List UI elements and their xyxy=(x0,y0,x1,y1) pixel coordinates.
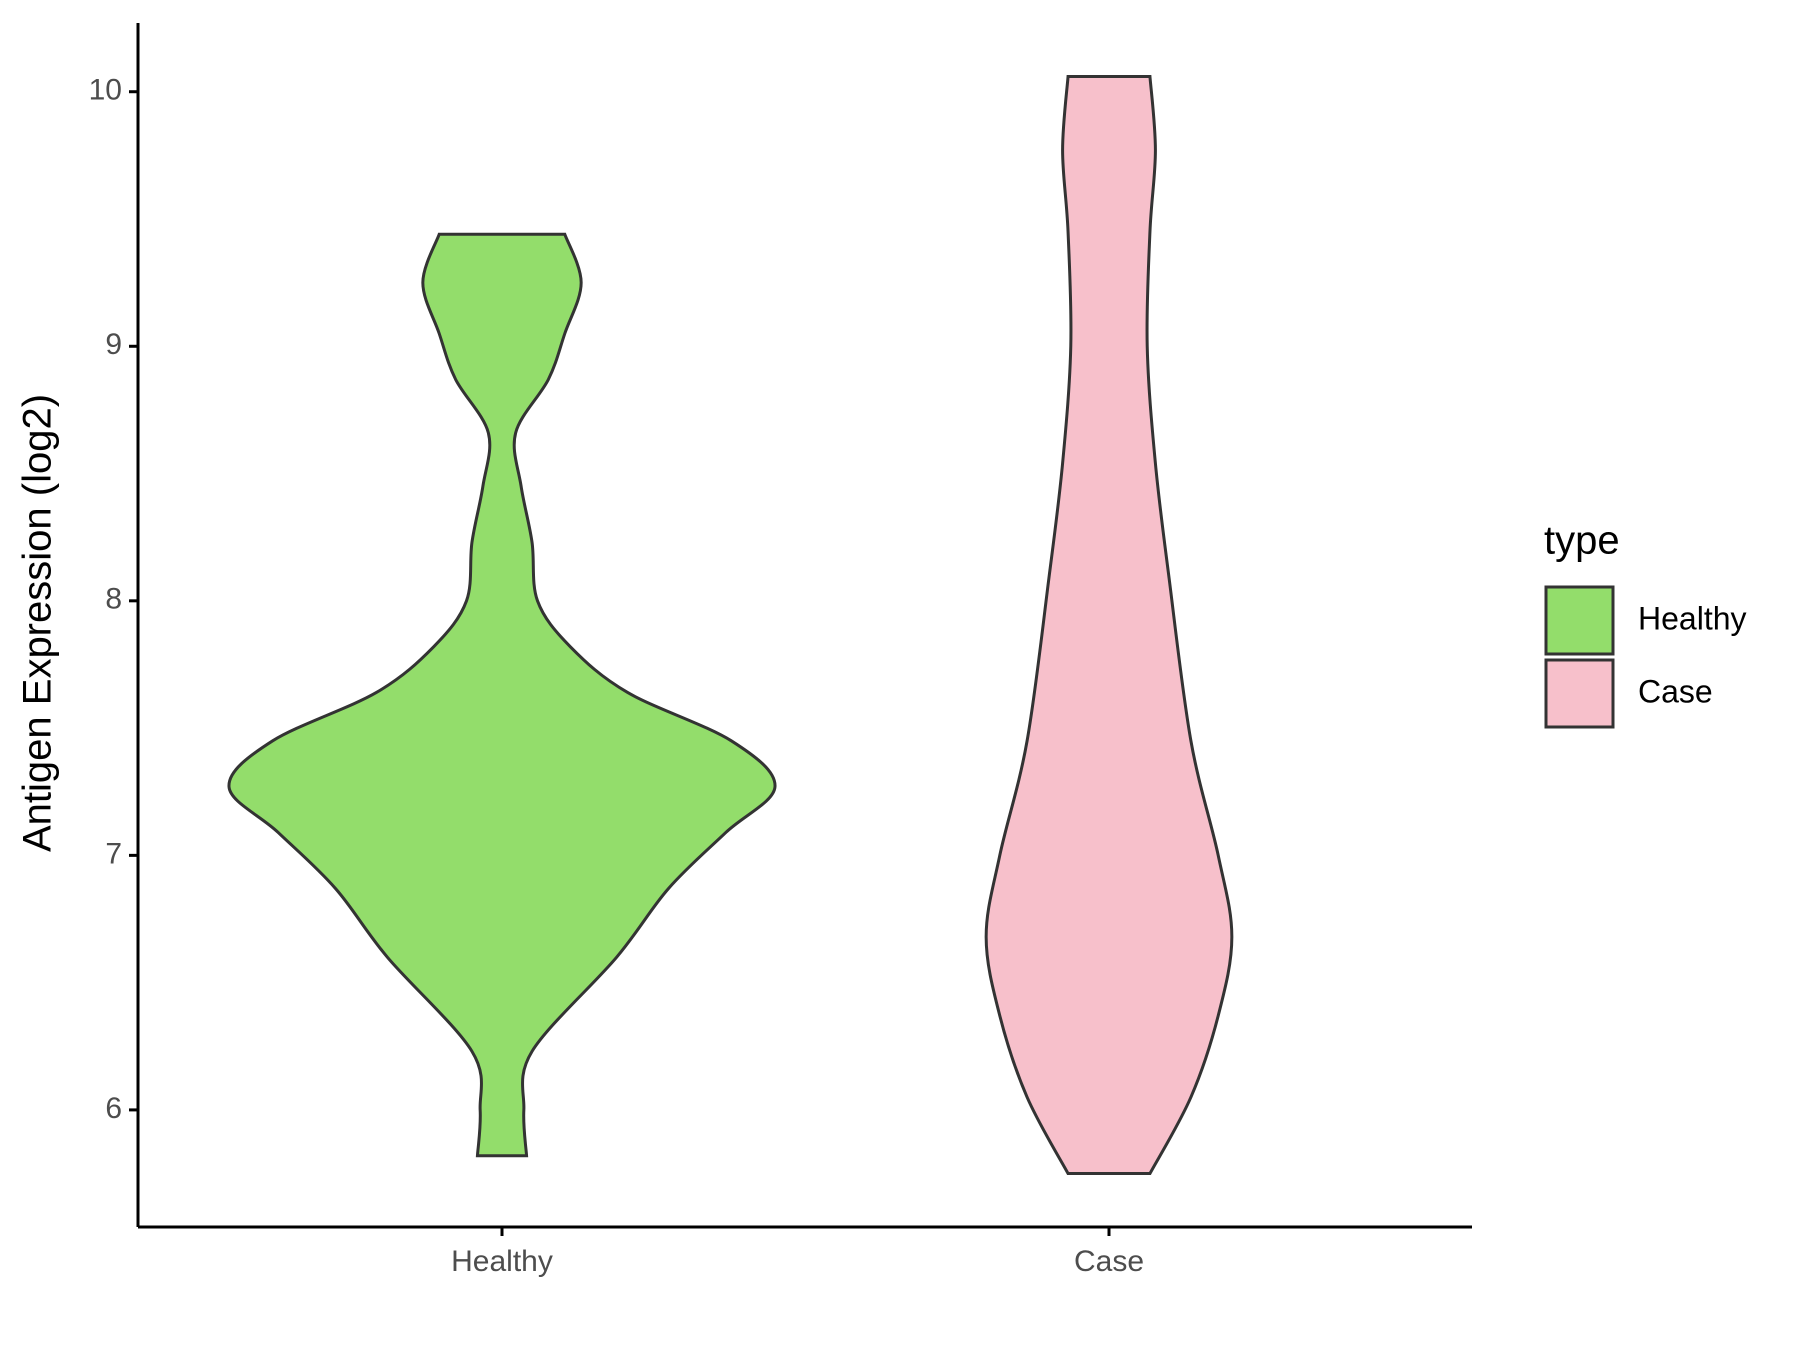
x-tick-label: Case xyxy=(1074,1245,1144,1278)
y-tick-label: 7 xyxy=(105,837,122,870)
y-axis-title: Antigen Expression (log2) xyxy=(16,394,60,852)
y-tick-label: 10 xyxy=(89,74,122,107)
y-tick-label: 8 xyxy=(105,583,122,616)
legend-label: Case xyxy=(1638,673,1713,709)
legend-swatch xyxy=(1544,658,1615,729)
violin xyxy=(984,74,1234,1176)
legend-label: Healthy xyxy=(1638,600,1747,636)
x-tick-label: Healthy xyxy=(451,1245,553,1278)
violin xyxy=(227,232,777,1158)
y-tick-label: 6 xyxy=(105,1092,122,1125)
legend-title: type xyxy=(1544,519,1620,563)
legend-swatch xyxy=(1544,585,1615,656)
y-tick-label: 9 xyxy=(105,328,122,361)
